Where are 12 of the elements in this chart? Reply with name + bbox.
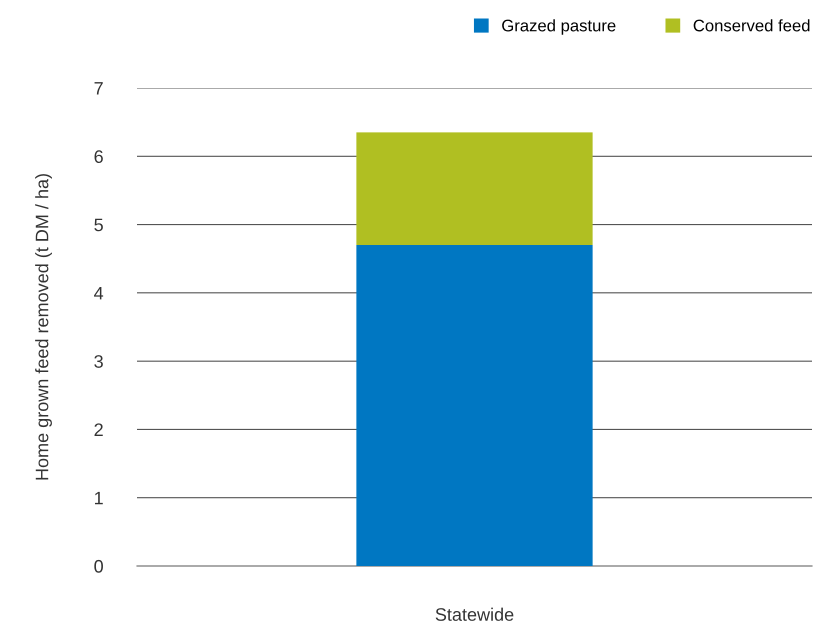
legend-label: Conserved feed <box>694 19 810 32</box>
y-tick-label: 2 <box>94 423 103 436</box>
y-tick-label: 7 <box>94 82 103 95</box>
y-tick-label: 5 <box>94 218 103 232</box>
legend-label: Grazed pasture <box>502 19 616 35</box>
y-tick-label: 0 <box>94 560 103 573</box>
y-tick-label: 3 <box>94 355 103 368</box>
y-axis-title: Home grown feed removed (t DM / ha) <box>35 174 52 480</box>
y-tick-label: 1 <box>95 492 103 504</box>
y-tick-label: 6 <box>94 150 103 164</box>
y-tick-label: 4 <box>94 286 104 300</box>
x-tick-label: Statewide <box>436 608 514 621</box>
